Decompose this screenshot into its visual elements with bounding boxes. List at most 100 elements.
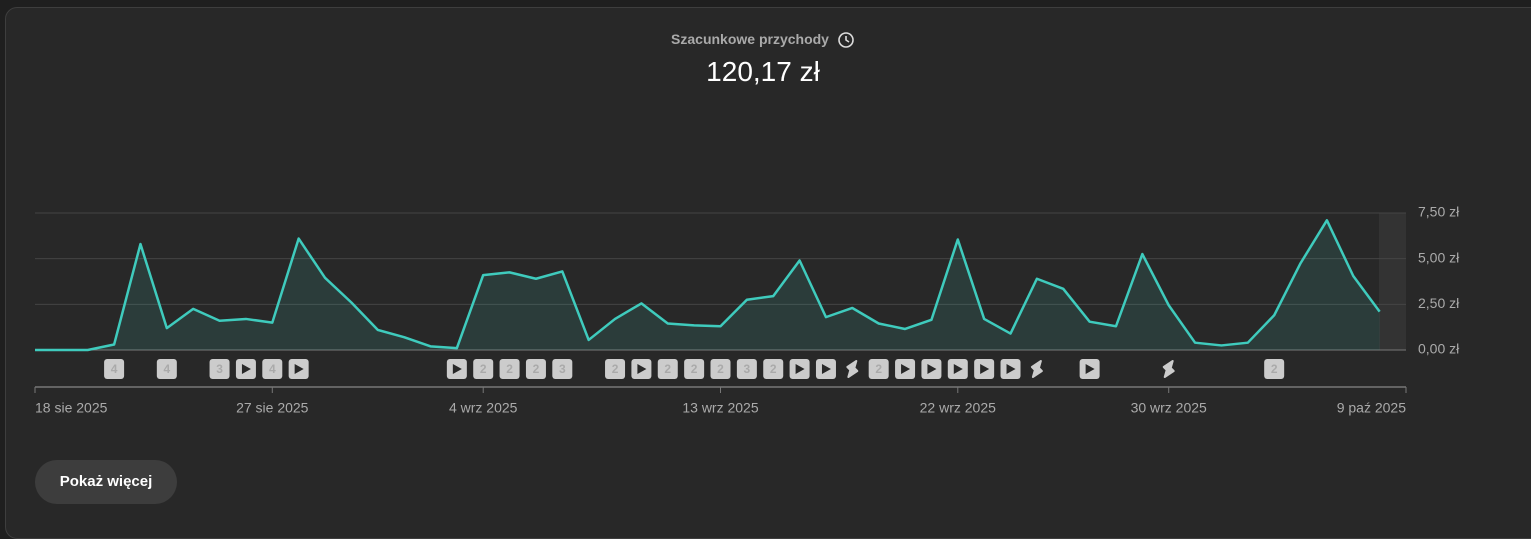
play-icon [901,364,911,374]
count-marker: 2 [657,359,678,379]
marker-box [552,359,573,379]
video-marker [631,359,652,379]
metric-total: 120,17 zł [706,56,820,87]
marker-box [262,359,283,379]
play-icon [795,364,805,374]
marker-count: 2 [664,362,671,376]
y-tick-label: 5,00 zł [1418,249,1460,265]
video-marker [921,359,942,379]
card [5,7,1531,539]
y-tick-label: 2,50 zł [1418,295,1460,311]
title-row: Szacunkowe przychody [0,31,1526,49]
count-marker: 3 [736,359,757,379]
marker-count: 2 [612,362,619,376]
count-marker: 2 [499,359,520,379]
play-icon [980,364,990,374]
video-marker [1079,359,1100,379]
count-marker: 2 [1264,359,1285,379]
marker-box [710,359,731,379]
play-icon [927,364,937,374]
marker-box [1264,359,1285,379]
marker-count: 3 [559,362,566,376]
marker-box [763,359,784,379]
count-marker: 2 [710,359,731,379]
metric-title: Szacunkowe przychody [671,31,829,47]
marker-count: 3 [216,362,223,376]
count-marker: 2 [473,359,494,379]
count-marker: 2 [605,359,626,379]
marker-box [525,359,546,379]
x-tick-label: 30 wrz 2025 [1131,400,1207,416]
marker-box [499,359,520,379]
marker-box [473,359,494,379]
marker-box [657,359,678,379]
play-icon [1085,364,1095,374]
marker-count: 4 [111,362,118,376]
y-tick-label: 7,50 zł [1418,204,1460,220]
marker-box [104,359,125,379]
x-tick-label: 27 sie 2025 [236,400,309,416]
video-marker [974,359,995,379]
shorts-marker [846,360,859,378]
marker-count: 2 [480,362,487,376]
video-marker [235,359,256,379]
show-more-button[interactable]: Pokaż więcej [35,460,177,504]
count-marker: 2 [763,359,784,379]
x-tick-label: 9 paź 2025 [1337,400,1406,416]
marker-box [684,359,705,379]
video-marker [815,359,836,379]
marker-count: 2 [717,362,724,376]
marker-count: 2 [770,362,777,376]
count-marker: 2 [525,359,546,379]
video-marker [789,359,810,379]
marker-count: 2 [691,362,698,376]
video-marker [895,359,916,379]
video-marker [288,359,309,379]
video-marker [947,359,968,379]
marker-box [736,359,757,379]
count-marker: 3 [209,359,230,379]
chart: 0,00 zł 2,50 zł 5,00 zł 7,50 zł 18 sie 2025 2… [34,204,1460,416]
clock-icon [838,32,854,49]
x-tick-label: 4 wrz 2025 [449,400,518,416]
line [35,219,1381,352]
play-icon [637,364,647,374]
x-tick-label: 13 wrz 2025 [682,400,758,416]
play-icon [241,364,251,374]
marker-count: 2 [875,362,882,376]
shorts-icon [1030,360,1043,378]
marker-count: 2 [506,362,513,376]
marker-box [156,359,177,379]
marker-count: 2 [533,362,540,376]
play-icon [821,364,831,374]
marker-box [209,359,230,379]
shorts-icon [846,360,859,378]
marker-count: 4 [269,362,276,376]
count-marker: 2 [684,359,705,379]
play-icon [294,364,304,374]
marker-count: 3 [744,362,751,376]
count-marker: 4 [156,359,177,379]
marker-box [605,359,626,379]
count-marker: 2 [868,359,889,379]
x-tick-label: 22 wrz 2025 [920,400,996,416]
area-fill [35,220,1380,350]
shorts-icon [1162,360,1175,378]
play-icon [1006,364,1016,374]
page: Szacunkowe przychody 120,17 zł 0,00 zł 2,… [0,7,1531,539]
shorts-marker [1030,360,1043,378]
marker-count: 4 [163,362,170,376]
play-icon [953,364,963,374]
video-marker [1000,359,1021,379]
marker-count: 2 [1271,362,1278,376]
count-marker: 4 [104,359,125,379]
count-marker: 4 [262,359,283,379]
play-icon [452,364,462,374]
x-tick-label: 18 sie 2025 [35,400,108,416]
incomplete-day-shade [1379,213,1406,350]
shorts-marker [1162,360,1175,378]
video-marker [446,359,467,379]
count-marker: 3 [552,359,573,379]
y-tick-label: 0,00 zł [1418,341,1460,357]
marker-box [868,359,889,379]
